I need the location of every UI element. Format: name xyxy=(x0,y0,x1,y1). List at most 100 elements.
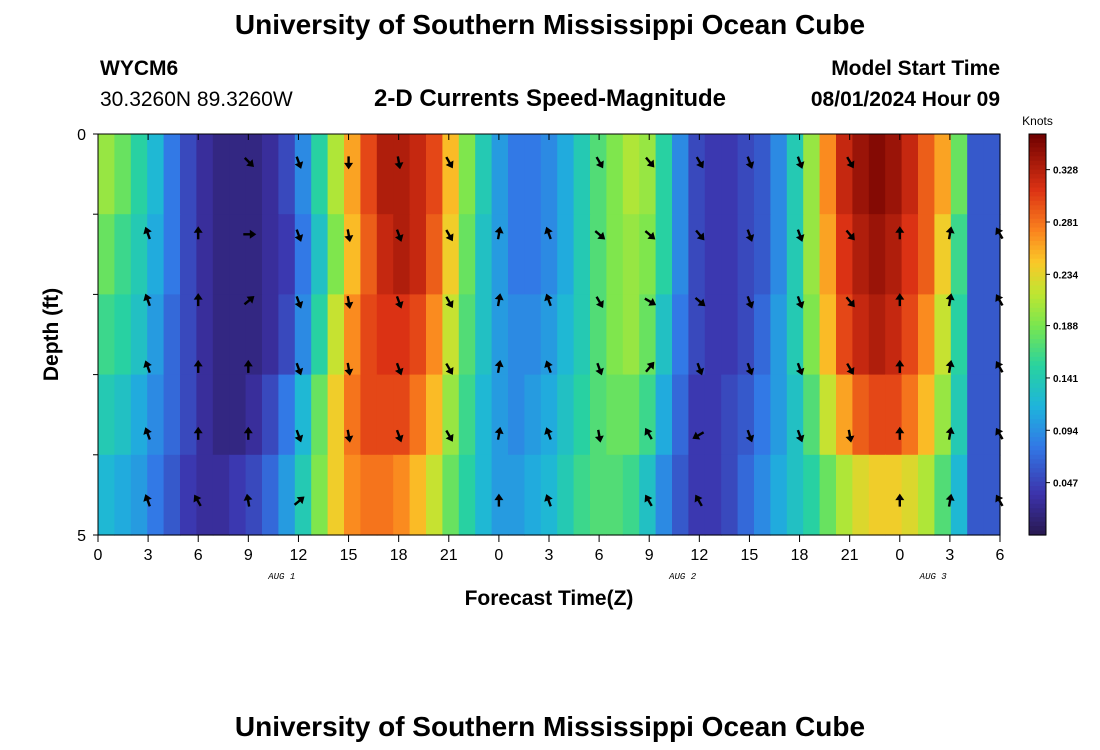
heatmap-cell xyxy=(655,454,673,536)
y-tick-label: 0 xyxy=(77,127,86,144)
heatmap-cell xyxy=(98,134,115,215)
heatmap-cell xyxy=(508,134,525,215)
heatmap-cell xyxy=(147,134,165,215)
current-arrow xyxy=(995,494,1004,507)
heatmap-cell xyxy=(491,214,509,295)
heatmap-cell xyxy=(770,214,788,295)
heatmap-cell xyxy=(901,294,919,376)
current-arrow xyxy=(544,226,553,240)
heatmap-cell xyxy=(262,454,279,536)
heatmap-cell xyxy=(852,374,870,456)
heatmap-cell xyxy=(540,214,558,295)
x-tick-label: 0 xyxy=(895,547,904,564)
heatmap-cell xyxy=(524,374,542,456)
heatmap-cell xyxy=(98,454,115,536)
current-arrow xyxy=(544,360,553,374)
current-arrow xyxy=(344,429,354,443)
heatmap-cell xyxy=(836,374,853,456)
heatmap-cell xyxy=(688,214,706,295)
page-title: University of Southern Mississippi Ocean… xyxy=(234,9,866,40)
current-arrow xyxy=(595,156,604,169)
heatmap-cell xyxy=(376,294,394,376)
heatmap-cell xyxy=(540,374,558,456)
heatmap-cell xyxy=(130,454,148,536)
current-arrow xyxy=(445,362,454,375)
heatmap-cell xyxy=(327,214,345,295)
current-arrow xyxy=(995,427,1004,440)
current-arrow xyxy=(995,294,1004,307)
x-axis-label: Forecast Time(Z) xyxy=(465,587,634,610)
heatmap-cell xyxy=(573,454,591,536)
heatmap-cell xyxy=(114,374,132,456)
heatmap-cell xyxy=(590,294,607,376)
heatmap-cell xyxy=(212,214,230,295)
heatmap-cell xyxy=(672,454,689,536)
heatmap-cell xyxy=(639,134,657,215)
heatmap-cell xyxy=(885,214,903,295)
heatmap-cell xyxy=(475,134,493,215)
current-arrow xyxy=(795,295,805,309)
heatmap-cell xyxy=(508,374,525,456)
current-arrow xyxy=(394,229,404,242)
heatmap-cell xyxy=(196,294,214,376)
x-tick-label: 6 xyxy=(194,547,203,564)
heatmap-cell xyxy=(245,134,263,215)
current-arrow xyxy=(394,429,404,443)
heatmap-cell xyxy=(491,454,509,536)
heatmap-cell xyxy=(836,214,853,295)
heatmap-cell xyxy=(606,374,624,456)
colorbar: Knots 0.328 0.281 0.234 0.188 0.141 0.094 0.047 xyxy=(1022,114,1078,536)
heatmap-cell xyxy=(983,214,1001,295)
heatmap-cell xyxy=(721,454,739,536)
heatmap-cell xyxy=(721,134,739,215)
heatmap-cell xyxy=(622,454,640,536)
current-arrow xyxy=(692,431,705,440)
heatmap-cell xyxy=(573,214,591,295)
heatmap-cell xyxy=(130,134,148,215)
heatmap-cell xyxy=(360,294,378,376)
heatmap-cell xyxy=(442,374,460,456)
heatmap-cell xyxy=(967,374,985,456)
heatmap-cell xyxy=(245,454,263,536)
colorbar-tick-label: 0.047 xyxy=(1053,479,1078,490)
heatmap-cell xyxy=(311,454,329,536)
heatmap-cell xyxy=(114,454,132,536)
heatmap-cell xyxy=(868,214,886,295)
current-arrow xyxy=(594,429,604,443)
current-arrow xyxy=(645,361,655,373)
heatmap-cell xyxy=(786,374,804,456)
current-arrow xyxy=(895,293,905,307)
x-tick-label: 3 xyxy=(144,547,153,564)
heatmap-cell xyxy=(475,374,493,456)
heatmap-cell xyxy=(245,214,263,295)
heatmap-cell xyxy=(819,374,837,456)
heatmap-cell xyxy=(918,294,935,376)
heatmap-cell xyxy=(573,294,591,376)
current-arrow xyxy=(344,295,354,309)
heatmap-cell xyxy=(327,294,345,376)
heatmap-cell xyxy=(557,294,575,376)
current-arrow xyxy=(594,230,606,240)
heatmap-cell xyxy=(655,374,673,456)
current-arrow xyxy=(945,426,955,440)
heatmap-cell xyxy=(458,374,476,456)
heatmap-cell xyxy=(557,454,575,536)
heatmap-cell xyxy=(819,134,837,215)
heatmap-cell xyxy=(262,294,279,376)
heatmap-cell xyxy=(360,374,378,456)
heatmap-cell xyxy=(196,134,214,215)
heatmap-cell xyxy=(950,374,968,456)
current-arrow xyxy=(494,493,504,507)
x-tick-label: 6 xyxy=(996,547,1005,564)
heatmap-cell xyxy=(918,374,935,456)
heatmap-cell xyxy=(130,374,148,456)
current-arrow xyxy=(945,360,955,374)
heatmap-cell xyxy=(737,214,755,295)
heatmap-cell xyxy=(393,134,411,215)
page-title-repeat: University of Southern Mississippi Ocean… xyxy=(234,711,866,742)
heatmap-cell xyxy=(721,214,739,295)
heatmap-cell xyxy=(852,454,870,536)
heatmap-cell xyxy=(852,294,870,376)
current-arrow xyxy=(694,296,706,307)
